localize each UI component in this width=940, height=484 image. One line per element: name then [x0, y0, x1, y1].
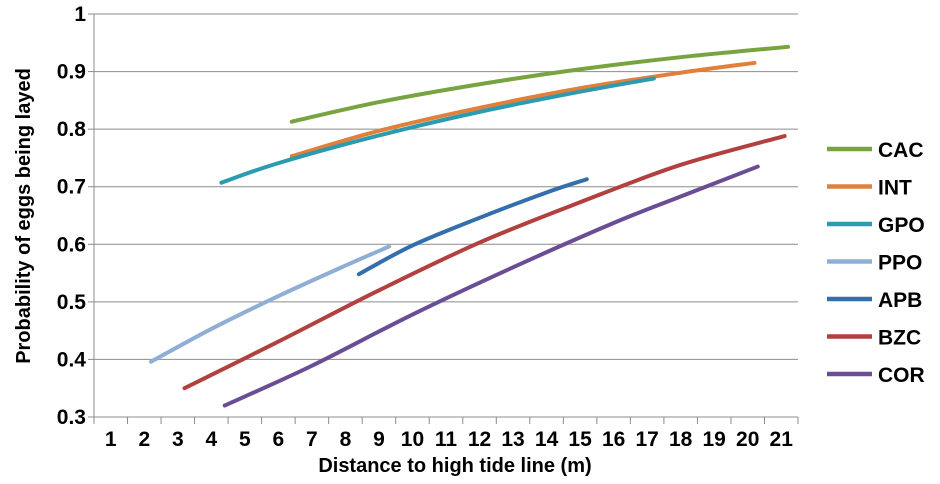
- x-tick-label: 13: [501, 428, 524, 451]
- x-tick-label: 8: [340, 428, 352, 451]
- x-tick-label: 6: [273, 428, 285, 451]
- grid-lines: [94, 13, 798, 360]
- y-tick-label: 0.9: [57, 61, 86, 84]
- legend-label-cor: COR: [878, 364, 925, 387]
- x-tick-label: 4: [205, 428, 217, 451]
- legend-label-ppo: PPO: [878, 252, 922, 275]
- x-tick-label: 5: [239, 428, 251, 451]
- y-tick-label: 0.5: [57, 291, 87, 314]
- x-tick-label: 16: [602, 428, 625, 451]
- y-tick-label: 0.8: [57, 118, 87, 141]
- legend-label-int: INT: [878, 177, 912, 200]
- legend-label-apb: APB: [878, 289, 922, 312]
- x-tick-label: 9: [373, 428, 385, 451]
- series-line-ppo: [148, 244, 392, 364]
- x-tick-label: 11: [435, 428, 458, 451]
- legend: CAC INT GPO PPO APB BZC COR: [827, 139, 925, 387]
- x-tick-label: 19: [703, 428, 726, 451]
- x-tick-label: 1: [105, 428, 117, 451]
- x-tick-label: 10: [401, 428, 424, 451]
- x-tick-label: 7: [306, 428, 318, 451]
- series-line-gpo: [219, 76, 656, 185]
- x-axis-ticks: 1 2 3 4 5 6 7 8 9 10 11 12 13 14 15 16 17 18 19 20 21: [93, 417, 799, 451]
- x-tick-label: 2: [138, 428, 150, 451]
- legend-label-bzc: BZC: [878, 327, 921, 350]
- x-tick-label: 14: [535, 428, 559, 451]
- x-tick-label: 18: [669, 428, 693, 451]
- series-lines: [148, 44, 790, 408]
- series-line-cor: [222, 164, 760, 408]
- y-axis-title: Probability of eggs being layed: [13, 68, 35, 364]
- x-tick-label: 20: [736, 428, 759, 451]
- series-line-apb: [356, 177, 589, 277]
- series-line-cac: [289, 44, 790, 124]
- x-tick-label: 15: [568, 428, 592, 451]
- series-line-int: [289, 60, 757, 159]
- y-tick-label: 1: [74, 3, 86, 26]
- y-tick-label: 0.4: [57, 348, 87, 371]
- x-tick-label: 17: [635, 428, 658, 451]
- legend-label-gpo: GPO: [878, 214, 925, 237]
- legend-label-cac: CAC: [878, 139, 924, 162]
- x-axis-title: Distance to high tide line (m): [318, 455, 591, 477]
- y-tick-label: 0.7: [57, 176, 86, 199]
- axes: [93, 14, 798, 418]
- y-axis-ticks: 0.3 0.4 0.5 0.6 0.7 0.8 0.9 1: [57, 3, 94, 429]
- x-tick-label: 3: [172, 428, 184, 451]
- x-tick-label: 12: [468, 428, 491, 451]
- y-tick-label: 0.6: [57, 233, 86, 256]
- x-tick-label: 21: [770, 428, 794, 451]
- series-line-bzc: [182, 134, 787, 391]
- y-tick-label: 0.3: [57, 406, 86, 429]
